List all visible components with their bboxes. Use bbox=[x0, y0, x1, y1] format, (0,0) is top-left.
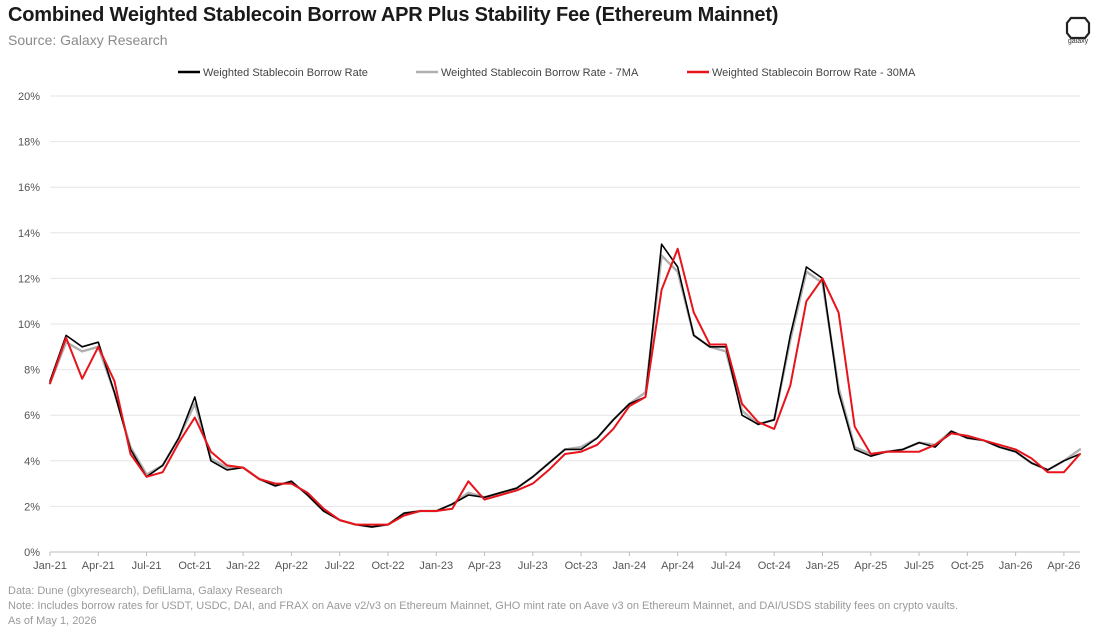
x-tick-label: Jan-23 bbox=[419, 560, 453, 572]
x-tick-label: Jan-22 bbox=[226, 560, 260, 572]
x-tick-label: Jul-21 bbox=[132, 560, 162, 572]
galaxy-logo-icon bbox=[1065, 16, 1091, 40]
y-tick-label: 18% bbox=[18, 137, 40, 149]
legend-label-0: Weighted Stablecoin Borrow Rate bbox=[203, 67, 368, 79]
x-tick-label: Oct-24 bbox=[758, 560, 791, 572]
series-line-0 bbox=[49, 243, 1081, 528]
chart-subtitle: Source: Galaxy Research bbox=[8, 32, 168, 48]
footnote-as-of: As of May 1, 2026 bbox=[8, 615, 97, 627]
x-tick-label: Jul-24 bbox=[711, 560, 741, 572]
footnote-data-sources: Data: Dune (glxyresearch), DefiLlama, Ga… bbox=[8, 585, 283, 597]
axes: 0% 2% 4% 6% 8% 10% 12% 14% 16% 18% 20% Jan-21 Apr-21… bbox=[18, 91, 1080, 572]
x-tick-label: Jul-25 bbox=[904, 560, 934, 572]
y-tick-label: 12% bbox=[18, 273, 40, 285]
legend-label-1: Weighted Stablecoin Borrow Rate - 7MA bbox=[441, 67, 639, 79]
y-tick-label: 4% bbox=[24, 456, 40, 468]
x-tick-label: Oct-25 bbox=[951, 560, 984, 572]
y-tick-label: 8% bbox=[24, 365, 40, 377]
x-tick-label: Jul-23 bbox=[518, 560, 548, 572]
footnote-note: Note: Includes borrow rates for USDT, US… bbox=[8, 600, 959, 612]
x-tick-label: Jan-26 bbox=[999, 560, 1033, 572]
legend-label-2: Weighted Stablecoin Borrow Rate - 30MA bbox=[712, 67, 916, 79]
series-line-1 bbox=[48, 254, 1082, 529]
x-tick-label: Oct-23 bbox=[565, 560, 598, 572]
y-tick-label: 2% bbox=[24, 501, 40, 513]
series-line-2 bbox=[49, 247, 1081, 526]
x-tick-label: Jan-21 bbox=[33, 560, 67, 572]
x-tick-label: Oct-22 bbox=[371, 560, 404, 572]
y-tick-label: 6% bbox=[24, 410, 40, 422]
brand-label: galaxy bbox=[1067, 38, 1089, 45]
y-tick-label: 14% bbox=[18, 228, 40, 240]
x-tick-label: Apr-25 bbox=[854, 560, 887, 572]
x-tick-label: Apr-22 bbox=[275, 560, 308, 572]
x-tick-label: Apr-21 bbox=[82, 560, 115, 572]
y-tick-label: 20% bbox=[18, 91, 40, 103]
grid-lines bbox=[50, 95, 1080, 507]
x-tick-label: Apr-24 bbox=[661, 560, 694, 572]
x-tick-label: Jan-24 bbox=[613, 560, 647, 572]
x-tick-label: Jan-25 bbox=[806, 560, 840, 572]
chart-title: Combined Weighted Stablecoin Borrow APR … bbox=[8, 4, 779, 26]
series-lines bbox=[48, 243, 1082, 529]
x-tick-label: Jul-22 bbox=[325, 560, 355, 572]
legend: Weighted Stablecoin Borrow Rate Weighted … bbox=[178, 67, 916, 79]
y-tick-label: 10% bbox=[18, 319, 40, 331]
x-tick-label: Oct-21 bbox=[178, 560, 211, 572]
x-tick-label: Apr-23 bbox=[468, 560, 501, 572]
y-tick-label: 0% bbox=[24, 547, 40, 559]
x-tick-label: Apr-26 bbox=[1047, 560, 1080, 572]
y-tick-label: 16% bbox=[18, 182, 40, 194]
